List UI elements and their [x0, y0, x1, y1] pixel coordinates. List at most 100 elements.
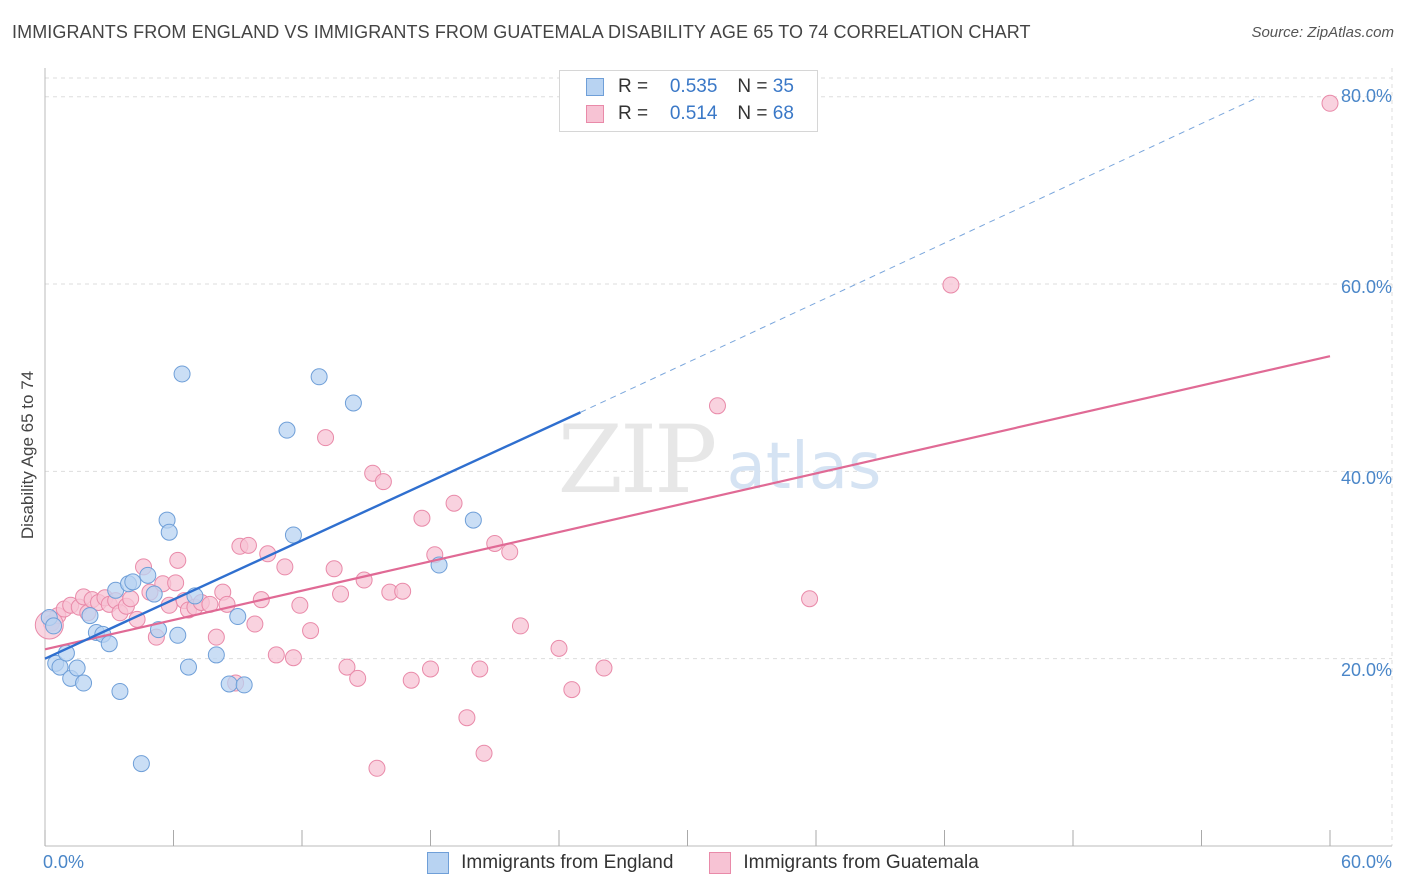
axis-layer — [44, 68, 1392, 847]
england-point — [169, 626, 187, 644]
guatemala-point — [550, 639, 568, 657]
england-point — [284, 526, 302, 544]
y-axis-label: Disability Age 65 to 74 — [18, 370, 37, 540]
england-point — [464, 511, 482, 529]
england-r-value: 0.535 — [669, 76, 718, 97]
guatemala-trend-line — [44, 355, 1331, 651]
legend-item-guatemala[interactable]: Immigrants from Guatemala — [709, 852, 979, 874]
guatemala-point — [291, 596, 309, 614]
england-n-value: 35 — [772, 76, 794, 97]
england-n-label: N = — [737, 76, 768, 97]
guatemala-point — [317, 429, 335, 447]
guatemala-legend-icon — [709, 852, 732, 874]
guatemala-point — [501, 543, 519, 561]
guatemala-swatch-icon — [586, 105, 604, 123]
guatemala-point — [246, 615, 264, 633]
guatemala-point — [801, 590, 819, 608]
guatemala-point — [267, 646, 285, 664]
guatemala-point — [325, 560, 343, 578]
guatemala-point — [122, 590, 140, 608]
source-label: Source: ZipAtlas.com — [1251, 24, 1394, 41]
guatemala-n-label: N = — [737, 103, 768, 124]
legend-row-england: R = 0.535 N = 35 — [586, 75, 794, 99]
england-point — [68, 659, 86, 677]
guatemala-point — [445, 494, 463, 512]
guatemala-point — [207, 628, 225, 646]
guatemala-point — [332, 585, 350, 603]
england-point — [111, 682, 129, 700]
england-point — [229, 608, 247, 626]
y-tick-label-40: 40.0% — [1340, 468, 1392, 488]
guatemala-legend-label: Immigrants from Guatemala — [743, 852, 979, 873]
guatemala-r-label: R = — [618, 103, 649, 124]
england-point — [310, 368, 328, 386]
y-tick-label-80: 80.0% — [1340, 86, 1392, 106]
guatemala-point — [402, 671, 420, 689]
guatemala-point — [511, 617, 529, 635]
guatemala-point — [563, 681, 581, 699]
guatemala-point — [338, 658, 356, 676]
stats-legend: R = 0.535 N = 35 R = 0.514 N = 68 — [559, 70, 818, 132]
x-tick-label-max: 60.0% — [1340, 852, 1392, 872]
x-tick-label-min: 0.0% — [43, 852, 85, 872]
guatemala-point — [458, 709, 476, 727]
trend-layer — [44, 96, 1331, 660]
guatemala-point — [942, 276, 960, 294]
england-point — [220, 675, 238, 693]
legend-row-guatemala: R = 0.514 N = 68 — [586, 102, 794, 126]
guatemala-point — [413, 509, 431, 527]
grid-layer — [45, 68, 1393, 846]
guatemala-r-value: 0.514 — [669, 103, 718, 124]
y-tick-label-20: 20.0% — [1340, 660, 1392, 680]
guatemala-point — [1321, 94, 1339, 112]
england-point — [75, 674, 93, 692]
guatemala-point — [475, 744, 493, 762]
guatemala-point — [302, 622, 320, 640]
legend-item-england[interactable]: Immigrants from England — [427, 852, 673, 874]
england-trend-extension — [580, 96, 1260, 413]
england-point — [160, 523, 178, 541]
england-legend-icon — [427, 852, 450, 874]
watermark-zip: ZIP — [558, 406, 715, 515]
watermark: ZIP atlas — [558, 406, 882, 515]
guatemala-point — [422, 660, 439, 678]
england-point — [139, 566, 157, 584]
guatemala-point — [368, 759, 386, 777]
england-point — [235, 676, 253, 694]
guatemala-point — [394, 582, 412, 600]
england-point — [173, 365, 191, 383]
guatemala-n-value: 68 — [772, 103, 794, 124]
england-point — [45, 617, 63, 635]
england-point — [150, 621, 168, 639]
england-point — [132, 755, 150, 773]
england-point — [51, 658, 69, 676]
guatemala-point — [471, 660, 489, 678]
guatemala-point — [284, 649, 302, 667]
guatemala-point — [167, 574, 185, 592]
england-point — [207, 646, 225, 664]
england-point — [278, 421, 296, 439]
england-legend-label: Immigrants from England — [461, 852, 674, 873]
england-point — [145, 585, 163, 603]
england-swatch-icon — [586, 78, 604, 96]
watermark-atlas: atlas — [727, 430, 882, 504]
guatemala-point — [169, 551, 187, 569]
england-point — [344, 394, 362, 412]
y-tick-label-60: 60.0% — [1340, 277, 1392, 297]
guatemala-point — [374, 473, 392, 491]
england-point — [179, 658, 197, 676]
guatemala-point — [276, 558, 294, 576]
guatemala-point — [349, 669, 367, 687]
chart-title: IMMIGRANTS FROM ENGLAND VS IMMIGRANTS FR… — [12, 22, 1031, 42]
england-r-label: R = — [618, 76, 649, 97]
guatemala-point — [239, 536, 257, 554]
guatemala-point — [708, 397, 726, 415]
series-legend: Immigrants from England Immigrants from … — [0, 852, 1406, 874]
guatemala-point — [595, 659, 613, 677]
england-points — [40, 365, 482, 773]
england-point — [81, 607, 99, 625]
england-point — [100, 635, 118, 653]
england-trend-line — [44, 411, 581, 660]
england-point — [124, 573, 142, 591]
